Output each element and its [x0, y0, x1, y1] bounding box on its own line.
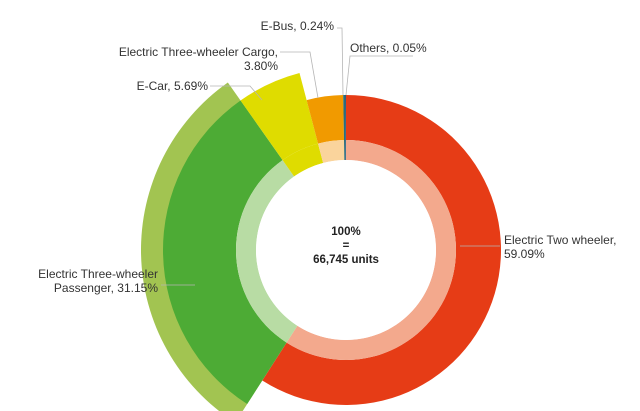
center-equals: =	[343, 240, 350, 252]
leader-line-others	[345, 55, 413, 96]
slice-label-e-car: E-Car, 5.69%	[137, 79, 209, 93]
slice-inner-e-bus	[344, 140, 346, 161]
slice-label-electric-three-wheeler-cargo-line2: 3.80%	[244, 59, 278, 73]
slice-label-others: Others, 0.05%	[350, 41, 427, 55]
slice-band-electric-three-wheeler-passenger	[141, 82, 263, 411]
slice-electric-two-wheeler	[262, 95, 501, 406]
slice-electric-three-wheeler-passenger	[162, 100, 287, 405]
slice-e-car	[240, 73, 319, 161]
leader-line-e-car	[210, 85, 263, 101]
outer-band-layer	[141, 82, 263, 411]
inner-ring-layer	[235, 139, 456, 360]
leader-line-electric-three-wheeler-cargo	[280, 51, 319, 99]
center-hole	[256, 160, 436, 340]
slice-inner-electric-three-wheeler-passenger	[235, 160, 298, 343]
leader-lines	[161, 27, 500, 286]
slice-inner-electric-two-wheeler	[286, 140, 456, 360]
slice-label-electric-three-wheeler-passenger: Electric Three-wheeler	[38, 267, 158, 281]
slice-electric-three-wheeler-cargo	[306, 95, 344, 144]
slice-label-electric-three-wheeler-cargo: Electric Three-wheeler Cargo,	[119, 45, 278, 59]
slice-e-bus	[343, 95, 346, 141]
slice-label-e-bus: E-Bus, 0.24%	[261, 19, 335, 33]
center-total-percent: 100%	[331, 226, 360, 238]
leader-line-e-bus	[337, 27, 344, 96]
outer-ring-layer	[162, 73, 501, 406]
slice-inner-e-car	[282, 143, 324, 177]
slice-label-electric-three-wheeler-passenger-line2: Passenger, 31.15%	[54, 281, 158, 295]
slice-label-electric-two-wheeler: Electric Two wheeler,	[504, 233, 617, 247]
slice-labels: Electric Two wheeler,59.09% Electric Thre…	[38, 19, 616, 295]
slice-inner-electric-three-wheeler-cargo	[318, 140, 345, 163]
center-total-units: 66,745 units	[313, 254, 379, 266]
slice-label-electric-two-wheeler-line2: 59.09%	[504, 247, 545, 261]
